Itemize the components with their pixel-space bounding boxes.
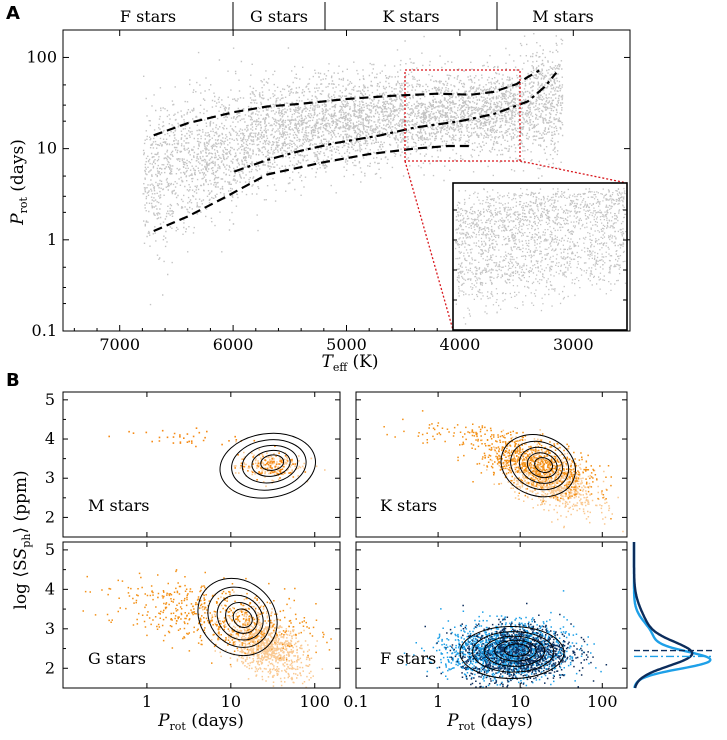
x-tick-label-6000: 6000 xyxy=(213,335,254,354)
y-tick-label-1: 1 xyxy=(47,230,57,249)
category-strip: F stars G stars K stars M stars xyxy=(63,2,630,31)
x-tick-label-4000: 4000 xyxy=(440,335,481,354)
f-prot-axis-label: Prot (days) xyxy=(446,711,533,733)
category-m-stars: M stars xyxy=(532,7,594,26)
y-tick-label-G-2: 2 xyxy=(45,658,55,677)
g-light-stars xyxy=(201,591,340,688)
g-density-contour-level-3 xyxy=(216,594,264,641)
zoom-box xyxy=(404,69,521,162)
g-prot-axis-label: Prot (days) xyxy=(157,711,244,733)
y-tick-label-G-3: 3 xyxy=(45,619,55,638)
y-tick-label-100: 100 xyxy=(26,47,57,66)
period-envelope-curves xyxy=(153,69,558,233)
k-density-contour-level-3 xyxy=(518,446,563,484)
zoom-connector-right xyxy=(519,160,628,184)
g-x-tick-label-100: 100 xyxy=(299,692,330,711)
inset-background xyxy=(453,183,627,330)
f-dark-blue-kde xyxy=(632,542,694,689)
curve-middle-dashdot xyxy=(233,72,558,173)
k-panel-frame xyxy=(355,391,628,538)
y-tick-label-M-5: 5 xyxy=(45,390,55,409)
marginal-distribution xyxy=(632,542,712,689)
m-sparse-stars xyxy=(108,427,256,448)
g-stars-scatter xyxy=(82,569,340,688)
label-f-stars: F stars xyxy=(380,649,436,668)
g-panel-frame xyxy=(62,541,341,689)
m-stars-scatter xyxy=(108,427,326,499)
k-fast-rotators xyxy=(383,410,542,453)
teff-axis-label: Teff (K) xyxy=(321,352,378,374)
panel-letter-b: B xyxy=(6,370,20,391)
f-x-tick-label-100: 100 xyxy=(587,692,618,711)
f-light-blue-stars xyxy=(421,590,597,688)
f-density-contour-level-4 xyxy=(494,639,537,662)
k-density-contour-level-1 xyxy=(500,434,576,498)
label-m-stars: M stars xyxy=(88,496,150,515)
y-tick-label-G-5: 5 xyxy=(45,540,55,559)
m-core-stars xyxy=(234,445,307,481)
zoom-connector-left xyxy=(404,160,454,331)
g-x-tick-label-1: 1 xyxy=(142,692,152,711)
g-x-tick-label-10: 10 xyxy=(221,692,241,711)
f-density-contour-level-1 xyxy=(459,625,565,679)
y-tick-label-M-4: 4 xyxy=(45,429,55,448)
g-density-contour-level-4 xyxy=(225,601,258,634)
panel-a-ticks: 7000 6000 5000 4000 3000 0.1 1 10 100 xyxy=(26,30,630,354)
m-density-contour-level-1 xyxy=(219,432,316,499)
f-x-tick-label-0.1: 0.1 xyxy=(343,692,368,711)
f-density-contour-level-2 xyxy=(472,631,555,673)
f-density-contour-level-3 xyxy=(483,635,546,667)
inset-frame xyxy=(452,182,628,331)
panel-b-ticks: 2 3 4 5 2 3 4 5 1 10 100 0.1 1 10 100 xyxy=(45,390,627,711)
category-g-stars: G stars xyxy=(250,7,308,26)
x-tick-label-3000: 3000 xyxy=(553,335,594,354)
k-density-contour-level-5 xyxy=(534,457,554,474)
f-light-blue-kde xyxy=(632,542,712,689)
curve-upper-dashed xyxy=(153,69,540,137)
m-density-contour-level-3 xyxy=(241,444,299,484)
x-tick-label-5000: 5000 xyxy=(326,335,367,354)
f-density-contour-level-5 xyxy=(503,643,530,657)
label-g-stars: G stars xyxy=(88,649,146,668)
category-k-stars: K stars xyxy=(382,7,439,26)
f-x-tick-label-10: 10 xyxy=(510,692,530,711)
m-density-contour-level-5 xyxy=(260,454,285,471)
category-f-stars: F stars xyxy=(120,7,176,26)
k-density-contour-level-4 xyxy=(526,452,558,479)
gray-stars-cloud xyxy=(142,33,564,306)
sph-axis-label: log ⟨SSph⟩ (ppm) xyxy=(11,470,33,609)
label-k-stars: K stars xyxy=(380,496,437,515)
teff-prot-scatter xyxy=(142,33,564,306)
curve-lower-dashed xyxy=(153,144,472,233)
y-tick-label-G-4: 4 xyxy=(45,579,55,598)
x-tick-label-7000: 7000 xyxy=(99,335,140,354)
k-light-stars xyxy=(481,429,624,533)
k-stars-scatter xyxy=(383,410,624,533)
f-x-tick-label-1: 1 xyxy=(433,692,443,711)
m-density-contour-level-2 xyxy=(231,439,307,491)
panel-letter-a: A xyxy=(6,3,20,24)
y-tick-label-M-2: 2 xyxy=(45,507,55,526)
g-density-contour-level-5 xyxy=(232,608,253,628)
g-density-contour-level-2 xyxy=(207,586,271,648)
y-tick-label-M-3: 3 xyxy=(45,468,55,487)
k-density-contour-level-2 xyxy=(510,440,570,491)
m-panel-frame xyxy=(62,391,341,538)
inset-gray-stars xyxy=(455,187,627,325)
prot-axis-label: Prot (days) xyxy=(8,139,30,226)
y-tick-label-10: 10 xyxy=(37,139,57,158)
inset-scatter xyxy=(455,187,627,325)
f-panel-frame xyxy=(355,541,628,689)
m-density-contour-level-4 xyxy=(251,449,291,477)
y-tick-label-0.1: 0.1 xyxy=(32,321,57,340)
g-density-contour-level-1 xyxy=(197,577,278,657)
f-stars-scatter xyxy=(403,590,608,688)
